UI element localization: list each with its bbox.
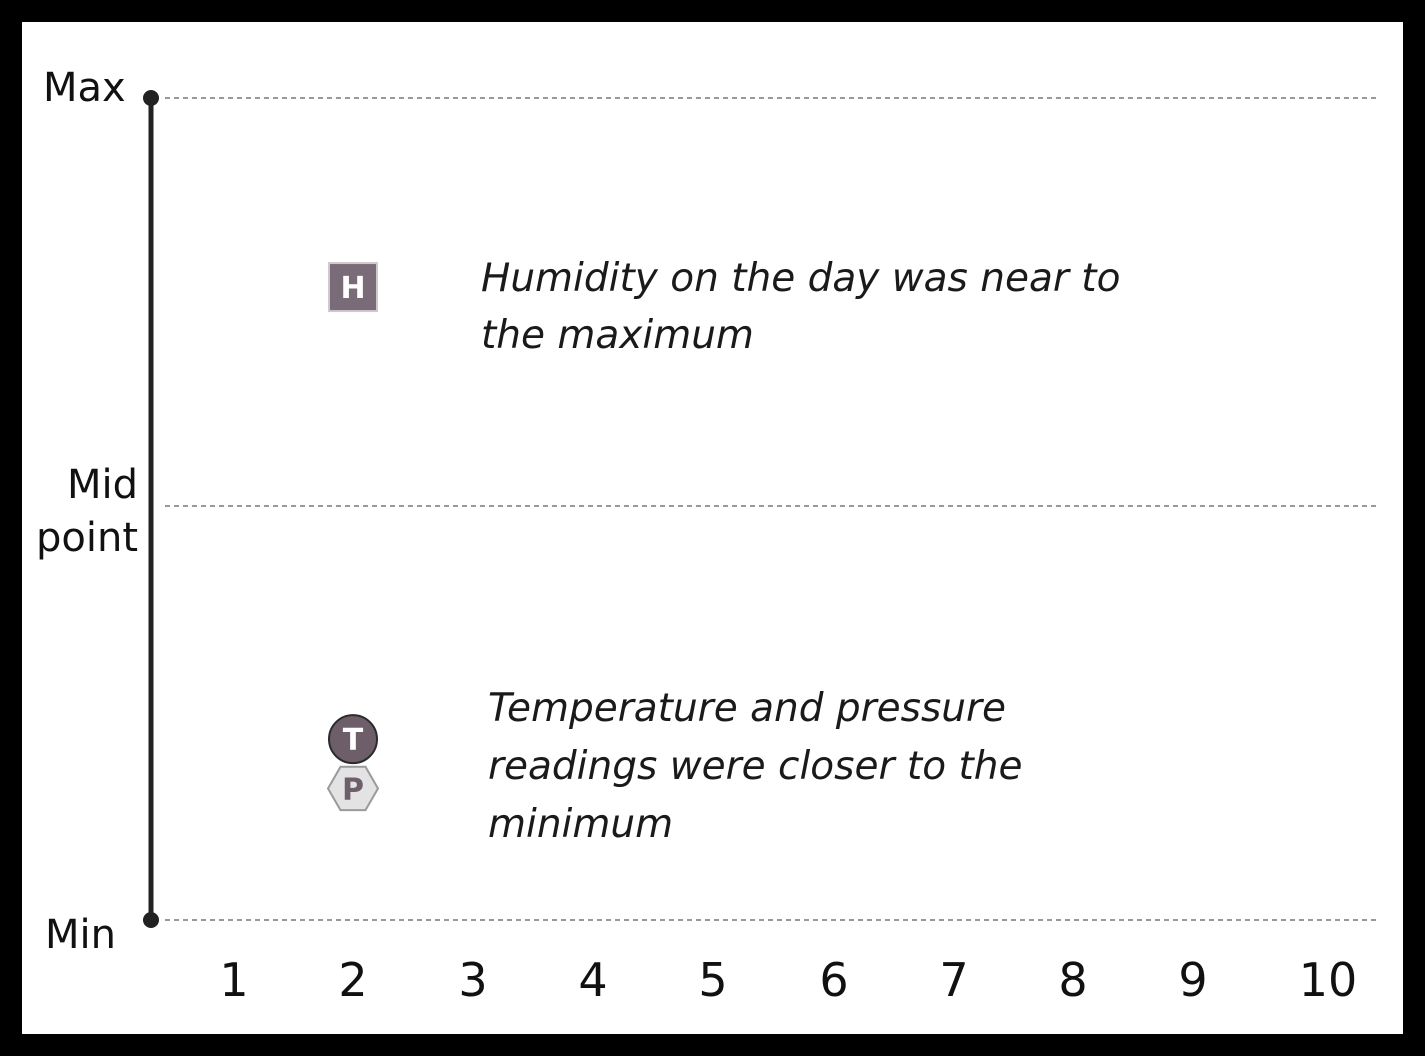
x-tick-label: 1 (219, 953, 248, 1007)
x-tick-label: 8 (1058, 953, 1087, 1007)
x-tick-label: 4 (578, 953, 607, 1007)
y-scale-min-dot (143, 912, 159, 928)
annotation-line: minimum (488, 802, 673, 847)
x-tick-label: 6 (819, 953, 848, 1007)
x-tick-label: 7 (939, 953, 968, 1007)
x-tick-label: 3 (458, 953, 487, 1007)
y-label-mid-line1: Mid (67, 462, 138, 508)
marker-hexagon (326, 765, 380, 812)
marker-p: P (326, 765, 380, 812)
marker-letter: H (340, 271, 365, 306)
x-tick-labels: 1 2 3 4 5 6 7 8 9 10 (219, 953, 1357, 1007)
x-tick-label: 5 (698, 953, 727, 1007)
annotation-line: the maximum (481, 313, 754, 358)
annotations: Humidity on the day was near to the maxim… (481, 256, 1120, 847)
marker-letter: P (342, 772, 364, 807)
marker-letter: T (343, 723, 364, 758)
x-tick-label: 2 (338, 953, 367, 1007)
y-label-mid-line2: point (36, 515, 138, 561)
marker-circle (328, 714, 378, 765)
x-tick-label: 10 (1299, 953, 1358, 1007)
marker-h: H (328, 262, 378, 313)
y-scale-max-dot (143, 90, 159, 106)
marker-t: T (328, 714, 378, 765)
data-markers: H TP (326, 262, 380, 812)
annotation-line: readings were closer to the (488, 744, 1022, 789)
x-tick-label: 9 (1178, 953, 1207, 1007)
y-label-min: Min (45, 912, 116, 958)
y-label-max: Max (43, 65, 126, 111)
annotation-line: Temperature and pressure (488, 686, 1006, 731)
annotation-line: Humidity on the day was near to (481, 256, 1120, 301)
marker-square (328, 262, 378, 313)
